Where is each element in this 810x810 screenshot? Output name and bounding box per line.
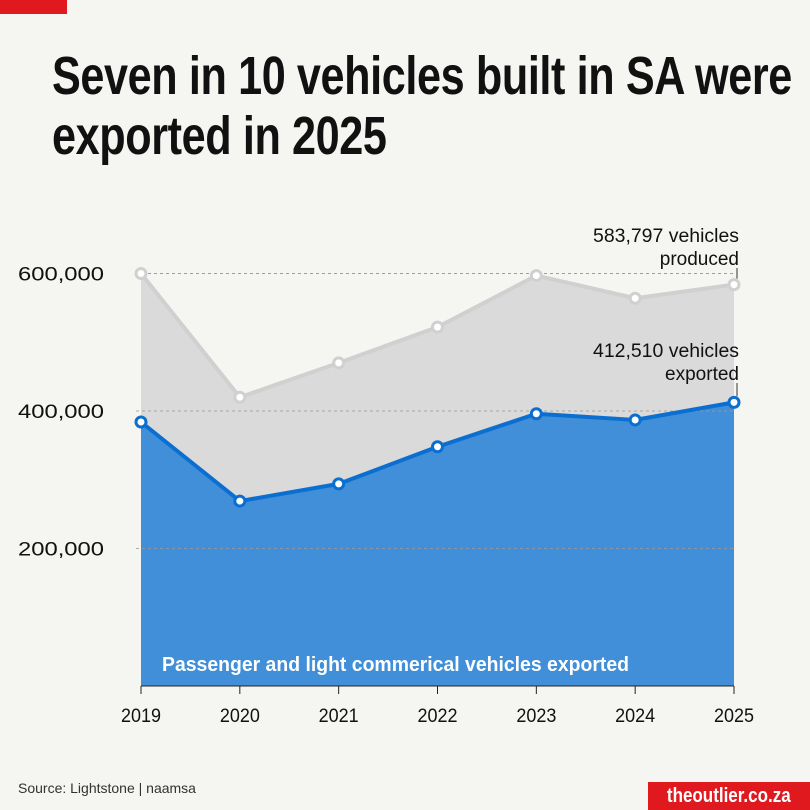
x-tick-label: 2020 bbox=[220, 706, 260, 727]
x-tick-label: 2025 bbox=[714, 706, 754, 727]
annotation-value: 583,797 vehicles bbox=[593, 226, 739, 247]
brand-accent-bar bbox=[0, 0, 67, 14]
produced-point bbox=[727, 278, 741, 292]
produced-point bbox=[233, 390, 247, 404]
exported-point bbox=[727, 395, 741, 409]
x-tick-label: 2019 bbox=[121, 706, 161, 727]
exported-area bbox=[141, 402, 734, 686]
exported-point bbox=[332, 477, 346, 491]
chart-title: Seven in 10 vehicles built in SA were ex… bbox=[52, 46, 792, 166]
x-tick-label: 2023 bbox=[516, 706, 556, 727]
produced-point bbox=[628, 291, 642, 305]
exported-series-label: Passenger and light commerical vehicles … bbox=[162, 654, 629, 676]
x-tick-label: 2021 bbox=[319, 706, 359, 727]
produced-point bbox=[134, 267, 148, 280]
y-tick-label: 200,000 bbox=[18, 540, 104, 561]
exported-point bbox=[134, 415, 148, 429]
source-note: Source: Lightstone | naamsa bbox=[18, 780, 196, 796]
exported-point bbox=[431, 440, 444, 454]
produced-point bbox=[529, 269, 543, 283]
x-tick-label: 2024 bbox=[615, 706, 655, 727]
exported-point bbox=[628, 413, 642, 427]
y-tick-label: 600,000 bbox=[18, 265, 104, 286]
produced-point bbox=[431, 320, 444, 334]
exported-point bbox=[529, 407, 543, 421]
produced-point bbox=[332, 356, 346, 370]
exported-point bbox=[233, 494, 247, 508]
x-tick-label: 2022 bbox=[418, 706, 458, 727]
annotation-label: exported bbox=[665, 364, 739, 385]
brand-text: theoutlier.co.za bbox=[667, 785, 791, 807]
annotation-value: 412,510 vehicles bbox=[593, 341, 739, 362]
brand-logo: theoutlier.co.za bbox=[648, 782, 810, 810]
annotation-label: produced bbox=[660, 249, 739, 270]
y-tick-label: 400,000 bbox=[18, 402, 104, 423]
